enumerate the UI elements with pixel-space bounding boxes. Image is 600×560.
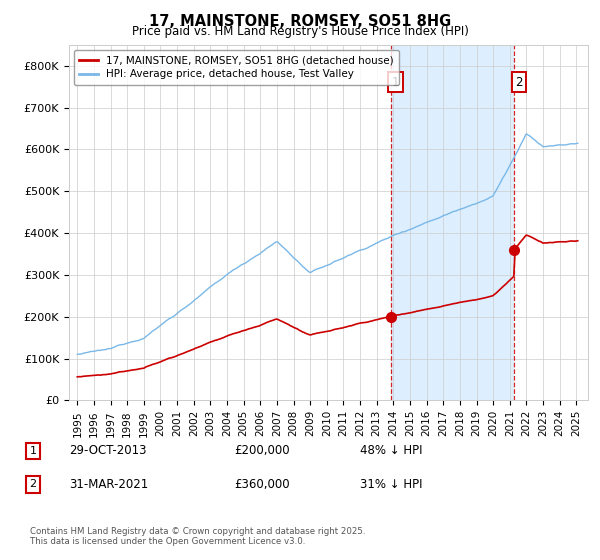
Text: 1: 1 — [392, 76, 399, 88]
Text: Contains HM Land Registry data © Crown copyright and database right 2025.
This d: Contains HM Land Registry data © Crown c… — [30, 526, 365, 546]
Text: Price paid vs. HM Land Registry's House Price Index (HPI): Price paid vs. HM Land Registry's House … — [131, 25, 469, 38]
Text: 29-OCT-2013: 29-OCT-2013 — [69, 444, 146, 458]
Text: 2: 2 — [29, 479, 37, 489]
Text: 31-MAR-2021: 31-MAR-2021 — [69, 478, 148, 491]
Legend: 17, MAINSTONE, ROMSEY, SO51 8HG (detached house), HPI: Average price, detached h: 17, MAINSTONE, ROMSEY, SO51 8HG (detache… — [74, 50, 400, 85]
Text: 1: 1 — [29, 446, 37, 456]
Text: 48% ↓ HPI: 48% ↓ HPI — [360, 444, 422, 458]
Text: 2: 2 — [515, 76, 523, 88]
Text: 31% ↓ HPI: 31% ↓ HPI — [360, 478, 422, 491]
Text: £360,000: £360,000 — [234, 478, 290, 491]
Bar — [391, 45, 514, 400]
Text: £200,000: £200,000 — [234, 444, 290, 458]
Text: 17, MAINSTONE, ROMSEY, SO51 8HG: 17, MAINSTONE, ROMSEY, SO51 8HG — [149, 14, 451, 29]
